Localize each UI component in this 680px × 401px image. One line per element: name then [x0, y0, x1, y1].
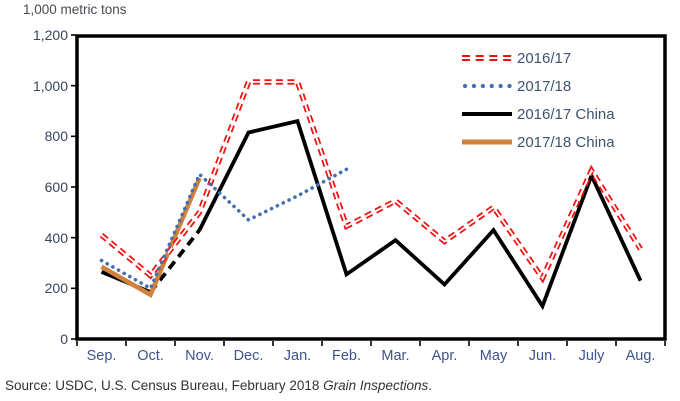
- legend-swatch-2017-18-icon: [462, 83, 512, 89]
- source-caption: Source: USDC, U.S. Census Bureau, Februa…: [5, 378, 432, 393]
- x-axis-month-label: Aug.: [625, 348, 656, 364]
- x-axis-month-label: Apr.: [431, 348, 458, 364]
- x-axis-month-label: Sep.: [86, 348, 117, 364]
- legend-label: 2016/17: [517, 49, 572, 67]
- y-axis-tick-label: 800: [44, 128, 68, 145]
- y-axis-tick-label: 200: [44, 280, 68, 297]
- y-axis-tick-label: 400: [44, 229, 68, 246]
- y-axis-tick-label: 600: [44, 179, 68, 195]
- series-line-2016-17-china: [197, 118, 643, 311]
- source-period: .: [428, 378, 432, 393]
- source-text: Source: USDC, U.S. Census Bureau, Februa…: [5, 378, 324, 393]
- plot-area: [71, 34, 667, 346]
- series-line-2016-17-inner-gap: [100, 80, 642, 281]
- series-line-2017-18-china: [100, 177, 202, 298]
- legend-swatch-2016-17-icon: [462, 55, 512, 61]
- y-axis-tick-label: 1,000: [32, 77, 68, 94]
- legend-swatch-2017-18-china-icon: [462, 139, 512, 145]
- legend-label: 2017/18 China: [517, 133, 615, 151]
- x-axis-month-label: July: [578, 348, 605, 364]
- x-axis-month-label: Dec.: [233, 348, 264, 364]
- x-axis-month-label: Mar.: [381, 348, 410, 364]
- chart-legend: 2016/17 2017/18 2016/17 China 2017/18 China: [462, 44, 615, 156]
- legend-label: 2016/17 China: [517, 105, 615, 123]
- legend-label: 2017/18: [517, 77, 572, 95]
- legend-swatch-2016-17-china-icon: [462, 112, 512, 116]
- source-publication: Grain Inspections: [323, 378, 429, 393]
- x-axis-month-label: Jun.: [528, 348, 557, 364]
- x-axis-month-label: Feb.: [331, 348, 361, 364]
- plot-border: [75, 34, 667, 341]
- legend-item-2017-18: 2017/18: [462, 72, 615, 100]
- series-line-2016-17-china-dashed-part: [149, 228, 201, 294]
- y-axis-tick-label: 1,200: [32, 27, 68, 43]
- legend-item-2017-18-china: 2017/18 China: [462, 128, 615, 156]
- x-axis-month-label: Nov.: [185, 348, 214, 364]
- x-axis-month-label: Oct.: [137, 348, 164, 364]
- x-axis-month-label: May: [479, 348, 508, 364]
- legend-item-2016-17: 2016/17: [462, 44, 615, 72]
- y-axis-tick-label: 0: [60, 331, 68, 347]
- legend-item-2016-17-china: 2016/17 China: [462, 100, 615, 128]
- axis-units-title: 1,000 metric tons: [23, 2, 127, 17]
- series-line-2017-18: [99, 167, 349, 291]
- x-axis-month-label: Jan.: [283, 348, 312, 364]
